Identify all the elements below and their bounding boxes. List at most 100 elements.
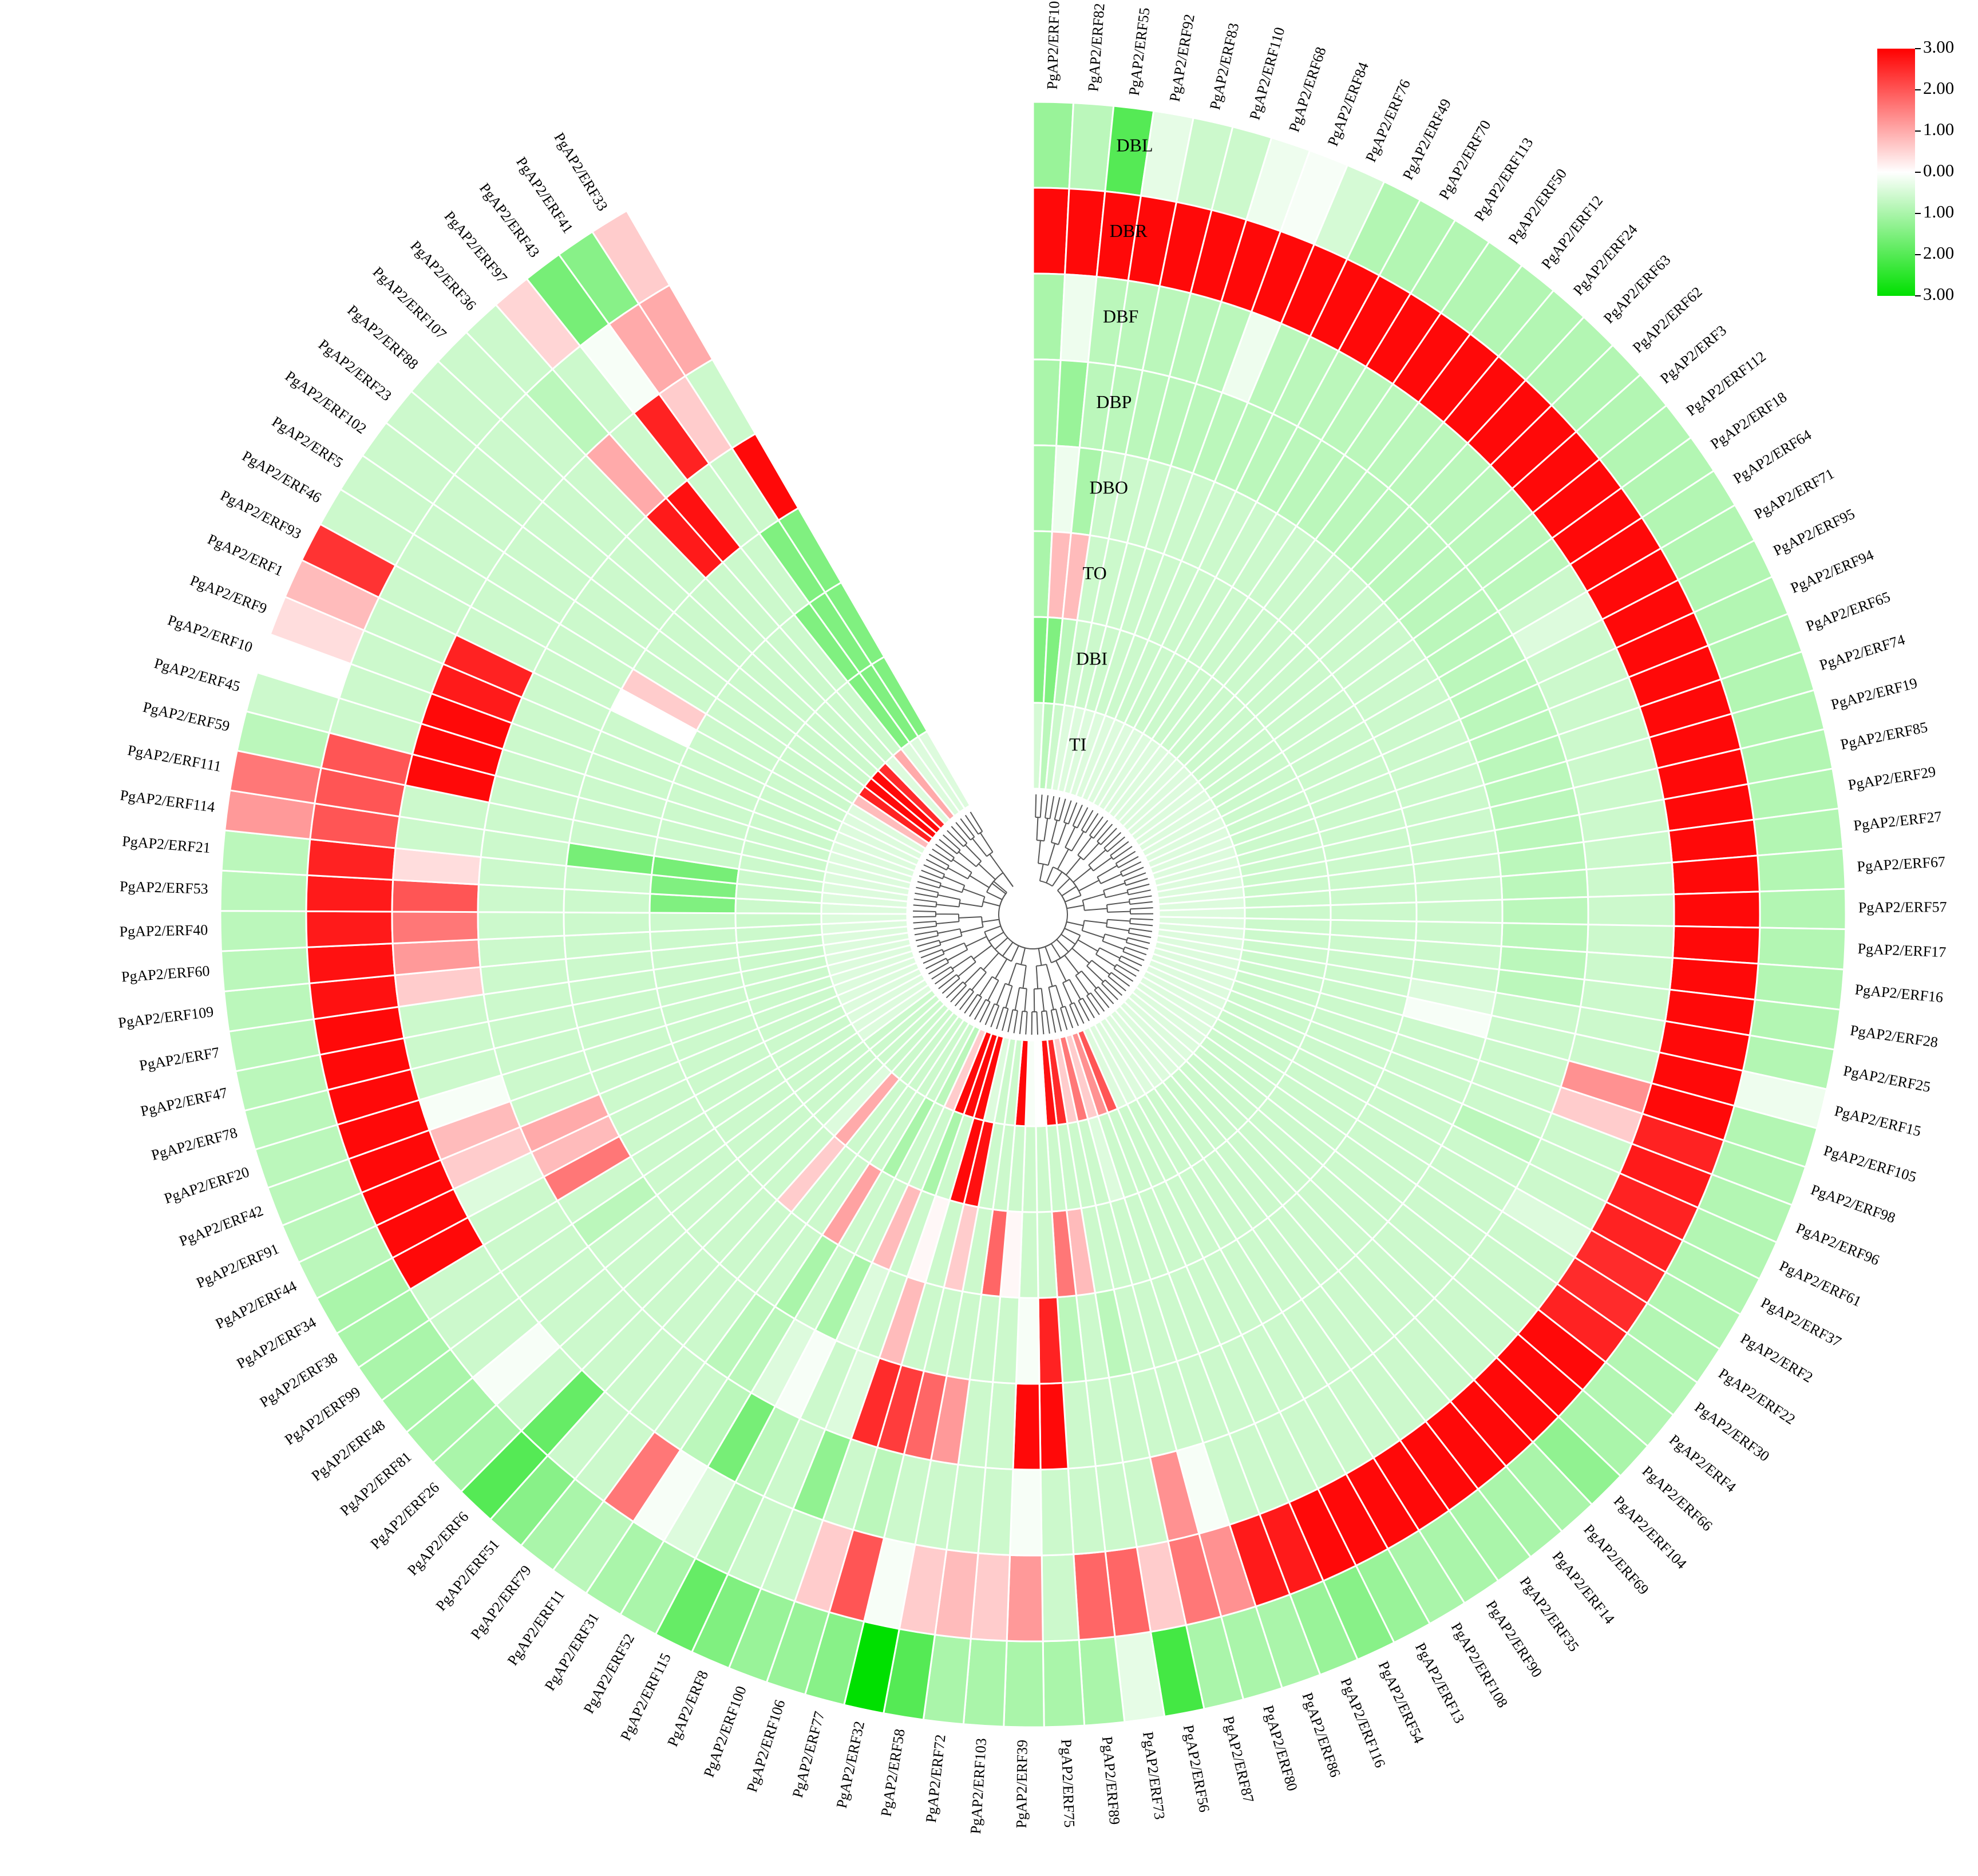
dendrogram-branch <box>1037 840 1041 864</box>
dendrogram-branch <box>1078 1000 1090 1022</box>
dendrogram-branch <box>986 891 1003 900</box>
dendrogram-branch <box>1081 810 1094 831</box>
gene-label: PgAP2/ERF37 <box>1758 1294 1844 1350</box>
dendrogram-branch <box>1088 849 1106 866</box>
dendrogram-branch <box>1122 951 1145 961</box>
dendrogram-arc <box>985 999 991 1003</box>
gene-label: PgAP2/ERF7 <box>138 1044 220 1074</box>
gene-label: PgAP2/ERF58 <box>877 1728 908 1818</box>
dendrogram-arc <box>1113 964 1117 969</box>
dendrogram-arc <box>1062 979 1070 984</box>
dendrogram-branch <box>1066 904 1084 909</box>
dendrogram-branch <box>958 851 977 868</box>
gene-label: PgAP2/ERF86 <box>1299 1691 1344 1780</box>
dendrogram-branch <box>1084 908 1107 911</box>
dendrogram-branch <box>1075 975 1090 995</box>
dendrogram-branch <box>1038 948 1042 965</box>
dendrogram-branch <box>1061 933 1076 945</box>
dendrogram-arc <box>970 988 974 992</box>
heatmap-cell-dbf-32 <box>1587 893 1675 927</box>
dendrogram-branch <box>1084 920 1107 924</box>
heatmap-cell-dbl-64 <box>1003 1640 1045 1728</box>
dendrogram-branch <box>940 885 963 893</box>
dendrogram-branch <box>993 881 1007 893</box>
gene-label: PgAP2/ERF27 <box>1853 808 1943 834</box>
gene-label: PgAP2/ERF47 <box>139 1085 229 1120</box>
dendrogram-branch <box>963 888 985 897</box>
dendrogram-branch <box>947 830 964 847</box>
dendrogram-branch <box>915 935 939 941</box>
heatmap-cell-dbr-32 <box>1672 890 1761 929</box>
heatmap-cell-dbr-1 <box>1032 187 1070 275</box>
dendrogram-branch <box>1089 816 1103 836</box>
gene-label: PgAP2/ERF28 <box>1849 1022 1939 1051</box>
dendrogram-branch <box>1128 889 1151 896</box>
dendrogram-branch <box>1055 960 1067 981</box>
dendrogram-branch <box>983 952 999 971</box>
dendrogram-branch <box>1073 1002 1085 1024</box>
dendrogram-arc <box>986 872 1004 893</box>
ring-label-dbo: DBO <box>1089 477 1128 498</box>
dendrogram-branch <box>1125 878 1148 886</box>
dendrogram-branch <box>1069 979 1081 1000</box>
dendrogram-branch <box>1103 832 1122 849</box>
dendrogram-branch <box>990 1005 1000 1027</box>
dendrogram-branch <box>1093 820 1109 839</box>
dendrogram-branch <box>1055 985 1064 1008</box>
dendrogram-arc <box>946 865 950 870</box>
gene-label: PgAP2/ERF114 <box>119 787 216 816</box>
gene-label: PgAP2/ERF74 <box>1817 631 1906 674</box>
dendrogram-arc <box>956 849 961 854</box>
dendrogram-branch <box>1124 872 1146 881</box>
gene-label: PgAP2/ERF59 <box>141 699 231 735</box>
dendrogram-branch <box>1085 813 1099 833</box>
dendrogram-branch <box>917 881 940 889</box>
dendrogram-branch <box>1055 1009 1062 1032</box>
gene-label: PgAP2/ERF44 <box>213 1277 299 1332</box>
dendrogram-branch <box>919 875 941 884</box>
dendrogram-branch <box>1039 864 1044 881</box>
dendrogram-branch <box>1115 850 1136 864</box>
dendrogram-branch <box>964 967 982 984</box>
dendrogram-branch <box>979 976 993 996</box>
dendrogram-arc <box>1088 864 1094 872</box>
dendrogram-branch <box>913 916 936 918</box>
gene-label: PgAP2/ERF61 <box>1777 1257 1864 1310</box>
heatmap-cell-dbo-32 <box>1415 899 1504 924</box>
heatmap-cell-dbf-1 <box>1032 272 1066 361</box>
dendrogram-branch <box>1047 843 1056 866</box>
dendrogram-branch <box>955 822 971 841</box>
gene-label: PgAP2/ERF109 <box>117 1003 215 1031</box>
dendrogram-branch <box>1130 923 1153 927</box>
dendrogram-branch <box>1113 846 1133 860</box>
dendrogram-branch <box>1101 983 1118 1000</box>
dendrogram-arc <box>1049 984 1057 988</box>
dendrogram-branch <box>960 926 983 933</box>
dendrogram-branch <box>954 988 971 1007</box>
dendrogram-branch <box>921 869 943 880</box>
dendrogram-branch <box>1105 892 1128 899</box>
ring-labels: DBL DBR DBF DBP DBO TO DBI TI <box>1069 134 1153 754</box>
dendrogram-arc <box>1038 862 1049 866</box>
dendrogram-branch <box>1122 866 1144 877</box>
dendrogram-branch <box>919 944 941 953</box>
dendrogram-branch <box>964 994 978 1014</box>
dendrogram-branch <box>917 940 940 947</box>
gene-label: PgAP2/ERF19 <box>1829 675 1919 713</box>
legend-tick-label: 1.00 <box>1923 119 1954 139</box>
dendrogram-branch <box>1077 836 1093 856</box>
dendrogram-branch <box>1036 1011 1039 1035</box>
dendrogram-branch <box>995 959 1008 979</box>
dendrogram-tree <box>913 794 1154 1035</box>
heatmap-cell-dbr-64 <box>1006 1554 1044 1643</box>
gene-label: PgAP2/ERF64 <box>1730 426 1814 487</box>
dendrogram-branch <box>1094 990 1110 1008</box>
dendrogram-arc <box>951 857 955 862</box>
dendrogram-branch <box>952 955 972 969</box>
dendrogram-branch <box>1086 965 1104 983</box>
heatmap-cell-dbr-95 <box>305 910 394 948</box>
dendrogram-arc <box>958 899 961 907</box>
dendrogram-branch <box>1019 1011 1023 1034</box>
ring-label-ti: TI <box>1069 734 1086 754</box>
